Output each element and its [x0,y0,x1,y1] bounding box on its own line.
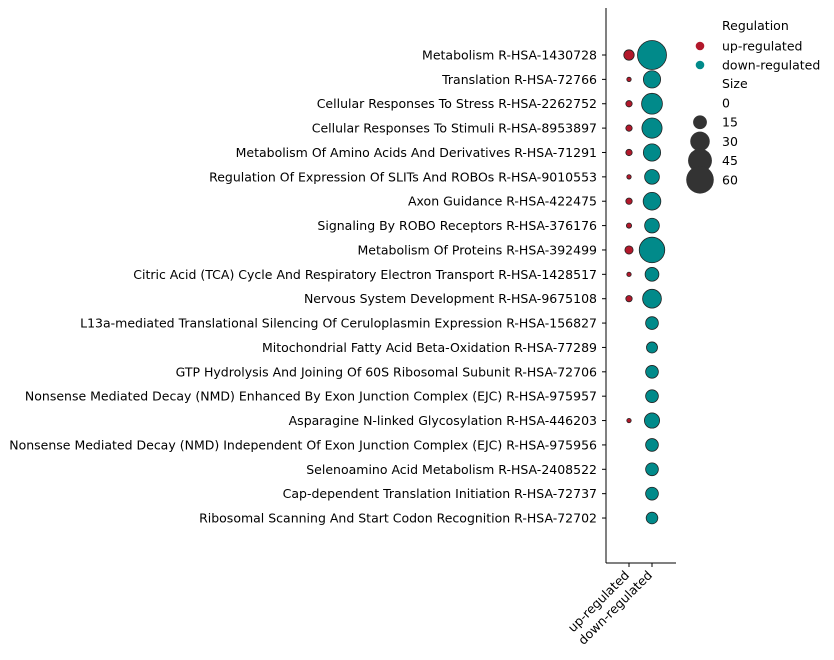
data-point-down-regulated [642,143,662,162]
data-point-up-regulated [625,295,633,303]
legend-label: up-regulated [722,39,802,54]
y-tick-label: Citric Acid (TCA) Cycle And Respiratory … [133,267,597,282]
data-point-up-regulated [626,271,632,277]
data-point-up-regulated [625,100,633,108]
legend-size-title: Size [722,76,748,91]
y-ticks [602,54,606,519]
legend-size-entries: 0 15 30 45 60 [686,96,738,194]
legend-size-label: 15 [722,115,738,130]
y-tick-label: Regulation Of Expression Of SLITs And RO… [209,169,597,184]
data-point-down-regulated [645,511,659,525]
y-tick-label: Nervous System Development R-HSA-9675108 [304,291,597,306]
data-point-down-regulated [646,341,658,354]
data-point-up-regulated [625,124,633,132]
legend-size-label: 0 [722,96,730,111]
data-point-down-regulated [644,217,660,234]
data-point-up-regulated [626,174,632,180]
y-tick-label: Selenoamino Acid Metabolism R-HSA-240852… [306,462,597,477]
y-tick-label: Nonsense Mediated Decay (NMD) Independen… [9,437,597,452]
data-point-down-regulated [638,236,666,264]
data-point-up-regulated [625,148,633,157]
y-tick-label: Metabolism Of Amino Acids And Derivative… [236,145,597,160]
y-tick-label: Metabolism Of Proteins R-HSA-392499 [357,242,597,257]
data-point-down-regulated [645,365,659,379]
data-point-down-regulated [645,486,659,501]
legend-size-label: 60 [722,172,738,187]
axes [605,8,676,564]
legend: Regulation up-regulated down-regulated Si… [686,18,820,194]
data-point-down-regulated [645,389,659,403]
legend-hue-title: Regulation [722,18,789,33]
y-tick-label: Cellular Responses To Stress R-HSA-22627… [317,96,597,111]
y-tick-label: Cellular Responses To Stimuli R-HSA-8953… [312,121,597,136]
data-point-down-regulated [644,412,660,429]
legend-marker [695,60,705,70]
legend-size-label: 30 [722,134,738,149]
y-tick-label: Mitochondrial Fatty Acid Beta-Oxidation … [262,340,597,355]
legend-size-marker [688,148,712,173]
y-tick-label: Metabolism R-HSA-1430728 [422,48,597,63]
data-point-down-regulated [637,40,667,70]
legend-hue-entries: up-regulated down-regulated [695,39,820,73]
data-point-up-regulated [626,76,632,82]
data-point-down-regulated [641,117,663,139]
data-point-up-regulated [624,245,634,255]
legend-size-marker [686,166,714,194]
data-point-down-regulated [645,438,659,452]
y-tick-label: Axon Guidance R-HSA-422475 [408,194,597,209]
data-point-up-regulated [626,417,632,424]
legend-marker [695,41,705,51]
data-point-up-regulated [625,222,633,229]
data-point-down-regulated [642,191,662,211]
y-tick-label: Translation R-HSA-72766 [441,72,597,87]
y-tick-label: L13a-mediated Translational Silencing Of… [80,316,597,331]
data-point-down-regulated [642,288,662,309]
y-tick-label: Signaling By ROBO Receptors R-HSA-376176 [317,218,597,233]
x-ticks [628,563,653,567]
legend-size-label: 45 [722,153,738,168]
legend-label: down-regulated [722,58,820,73]
data-points [623,40,667,525]
data-point-down-regulated [644,267,660,282]
data-point-down-regulated [644,169,660,185]
data-point-down-regulated [642,70,662,89]
y-tick-label: Ribosomal Scanning And Start Codon Recog… [199,511,597,526]
y-tick-label: GTP Hydrolysis And Joining Of 60S Riboso… [176,364,597,379]
y-tick-label: Asparagine N-linked Glycosylation R-HSA-… [289,413,597,428]
data-point-down-regulated [645,316,659,330]
y-tick-labels: Metabolism R-HSA-1430728 Translation R-HS… [9,48,597,526]
legend-size-marker [693,115,707,130]
y-tick-label: Cap-dependent Translation Initiation R-H… [283,486,597,501]
data-point-down-regulated [641,92,663,115]
legend-size-marker [690,131,710,152]
y-tick-label: Nonsense Mediated Decay (NMD) Enhanced B… [25,389,597,404]
data-point-down-regulated [645,462,659,477]
data-point-up-regulated [625,197,633,205]
data-point-up-regulated [623,49,635,61]
